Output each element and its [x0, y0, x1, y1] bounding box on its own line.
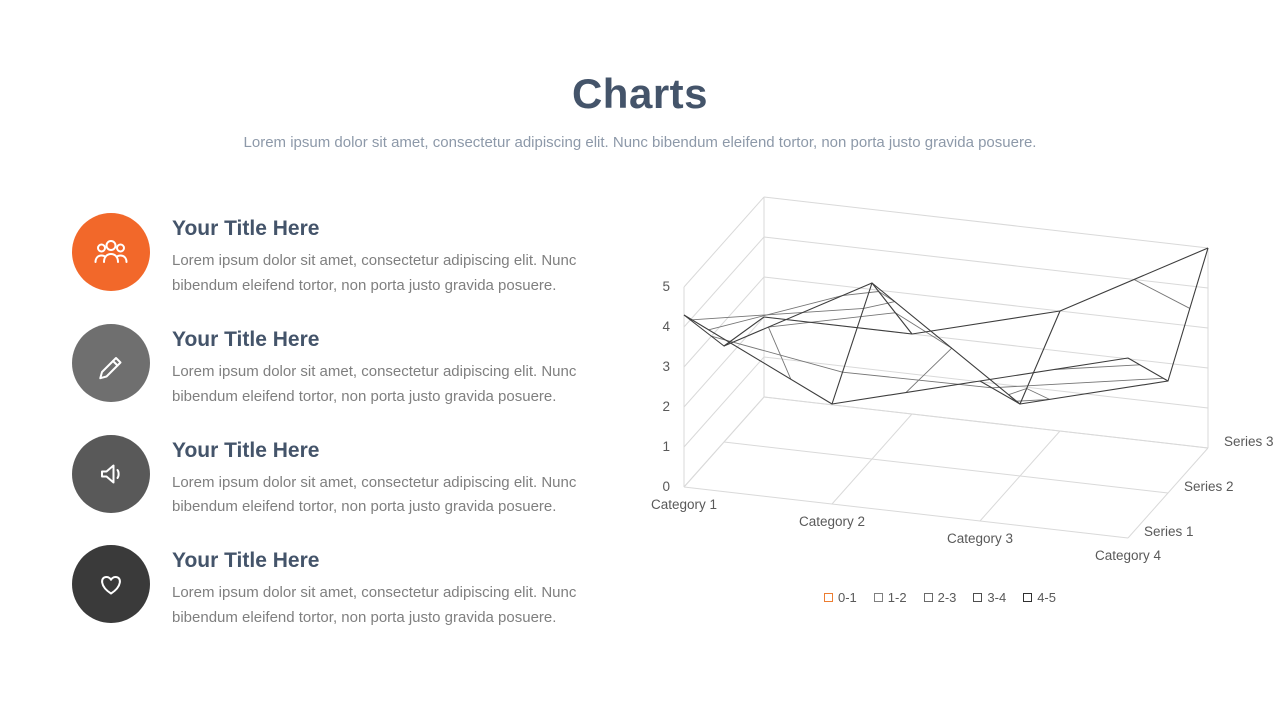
chart-gridline: [683, 396, 765, 488]
legend-item: 1-2: [873, 590, 907, 605]
contour-line: [1015, 398, 1050, 402]
speaker-icon: [72, 434, 150, 513]
chart-gridline: [763, 396, 1209, 449]
page-title: Charts: [571, 70, 709, 117]
contour-line: [905, 347, 953, 393]
legend-label: 4-5: [1037, 590, 1056, 605]
series-axis-label: Series 1: [1144, 524, 1194, 539]
list-item-3: Your Title Here Lorem ipsum dolor sit am…: [72, 545, 577, 631]
page-subtitle: Lorem ipsum dolor sit amet, consectetur …: [243, 134, 1037, 151]
chart-gridline: [763, 316, 1209, 369]
feature-text: Your Title Here Lorem ipsum dolor sit am…: [172, 545, 577, 631]
category-axis-label: Category 4: [1095, 548, 1162, 563]
chart-gridline: [683, 276, 765, 368]
feature-title: Your Title Here: [172, 438, 320, 462]
legend-item: 2-3: [923, 590, 957, 605]
feature-body: Lorem ipsum dolor sit amet, consectetur …: [172, 473, 577, 516]
chart-gridline: [763, 196, 1209, 249]
feature-text: Your Title Here Lorem ipsum dolor sit am…: [172, 324, 577, 410]
chart-gridline: [979, 430, 1061, 522]
chart-gridline: [831, 413, 913, 505]
contour-line: [690, 308, 864, 321]
series-row-line: [723, 282, 1169, 405]
chart-gridline: [683, 236, 765, 328]
chart-gridline: [763, 396, 1209, 449]
series-row-line: [683, 314, 1129, 405]
chart-gridline: [763, 276, 1209, 329]
legend-swatch: [923, 593, 933, 602]
list-item-2: Your Title Here Lorem ipsum dolor sit am…: [72, 434, 577, 521]
legend-label: 2-3: [937, 590, 957, 605]
category-axis-label: Category 2: [799, 514, 865, 529]
contour-line: [863, 301, 895, 309]
people-group-icon: [72, 213, 150, 291]
category-axis-label: Category 1: [651, 497, 717, 512]
contour-line: [895, 312, 952, 349]
feature-title: Your Title Here: [172, 327, 320, 351]
feature-body: Lorem ipsum dolor sit amet, consectetur …: [172, 362, 577, 405]
chart-legend: 0-1 1-2 2-3 3-4 4-5: [640, 590, 1240, 605]
category-column-line: [831, 282, 913, 405]
contour-line: [1133, 279, 1191, 309]
contour-line: [842, 291, 879, 297]
value-axis-label: 1: [662, 439, 670, 454]
series-axis-label: Series 3: [1224, 434, 1274, 449]
list-item-1: Your Title Here Lorem ipsum dolor sit am…: [72, 323, 577, 410]
contour-line: [711, 335, 843, 373]
legend-swatch: [873, 593, 883, 602]
legend-item: 3-4: [973, 590, 1006, 605]
feature-text: Your Title Here Lorem ipsum dolor sit am…: [172, 435, 577, 521]
value-axis-label: 4: [662, 319, 670, 334]
contour-line: [842, 371, 992, 389]
chart-gridline: [683, 356, 765, 448]
legend-label: 1-2: [887, 590, 907, 605]
chart-gridline: [683, 486, 1129, 539]
feature-list: Your Title Here Lorem ipsum dolor sit am…: [72, 213, 577, 656]
feature-body: Lorem ipsum dolor sit amet, consectetur …: [172, 252, 577, 294]
chart-gridline: [723, 441, 1169, 494]
value-axis-label: 3: [662, 359, 670, 374]
legend-swatch: [824, 593, 833, 602]
pencil-icon: [72, 323, 150, 402]
contour-line: [1008, 394, 1016, 402]
category-column-line: [683, 314, 765, 347]
feature-title: Your Title Here: [172, 549, 320, 573]
value-axis-label: 2: [662, 399, 670, 414]
contour-line: [708, 295, 843, 331]
value-axis-label: 5: [662, 279, 670, 294]
value-axis-label: 0: [662, 479, 670, 494]
feature-text: Your Title Here Lorem ipsum dolor sit am…: [172, 213, 577, 299]
series-axis-label: Series 2: [1184, 479, 1234, 494]
chart-gridline: [763, 356, 1209, 409]
list-item-0: Your Title Here Lorem ipsum dolor sit am…: [72, 213, 577, 299]
chart-gridline: [683, 396, 765, 488]
series-row-line: [763, 247, 1209, 335]
chart-gridline: [683, 196, 765, 288]
contour-line: [1053, 364, 1140, 370]
feature-title: Your Title Here: [172, 217, 320, 240]
contour-line: [878, 291, 896, 302]
legend-swatch: [1023, 593, 1033, 602]
legend-item: 0-1: [824, 590, 857, 605]
contour-line: [1026, 388, 1050, 400]
category-axis-label: Category 3: [947, 531, 1013, 546]
legend-label: 3-4: [987, 590, 1007, 605]
category-column-line: [979, 310, 1061, 405]
legend-label: 0-1: [838, 590, 857, 605]
contour-line: [991, 377, 1164, 389]
chart-gridline: [1127, 447, 1209, 539]
contour-line: [767, 326, 792, 380]
heart-icon: [72, 545, 150, 624]
legend-item: 4-5: [1023, 590, 1056, 605]
contour-line: [1008, 388, 1027, 396]
contour-line: [768, 312, 896, 328]
feature-body: Lorem ipsum dolor sit amet, consectetur …: [172, 584, 577, 627]
chart-gridline: [683, 316, 765, 408]
legend-swatch: [973, 593, 983, 602]
chart-gridline: [763, 236, 1209, 289]
category-column-line: [1127, 247, 1209, 382]
